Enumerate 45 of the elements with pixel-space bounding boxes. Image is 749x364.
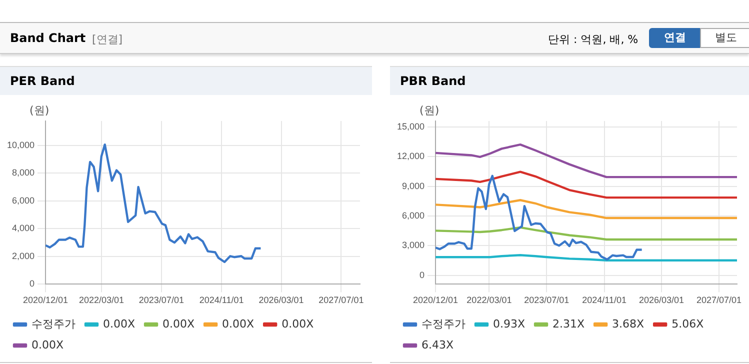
legend-label: 0.00X <box>282 317 314 330</box>
x-tick-label: 2023/07/01 <box>524 295 570 306</box>
x-tick-label: 2020/12/01 <box>23 295 68 306</box>
x-tick-label: 2027/07/01 <box>318 295 364 306</box>
y-tick-label: 4,000 <box>12 223 35 234</box>
y-tick-label: 0 <box>30 278 35 289</box>
x-tick-label: 2024/11/01 <box>199 295 244 306</box>
y-tick-label: 15,000 <box>396 121 425 132</box>
chart-title: PBR Band <box>390 66 749 95</box>
legend-label: 3.68X <box>612 317 645 330</box>
text: Band Chart <box>10 31 86 45</box>
x-tick-label: 2027/07/01 <box>696 295 742 306</box>
x-tick-label: 2024/11/01 <box>582 295 627 306</box>
y-tick-label: 2,000 <box>12 250 35 261</box>
x-tick-label: 2023/07/01 <box>138 295 184 306</box>
y-tick-label: 12,000 <box>396 151 425 162</box>
y-tick-label: 10,000 <box>6 140 35 150</box>
y-axis-title: (원) <box>420 104 440 117</box>
legend-label: 0.00X <box>103 317 136 330</box>
legend-label: 5.06X <box>672 317 704 330</box>
legend-label: 0.93X <box>493 317 526 330</box>
y-tick-label: 0 <box>420 270 425 280</box>
y-tick-label: 8,000 <box>12 168 35 178</box>
x-tick-label: 2026/03/01 <box>638 295 684 306</box>
legend-label: 0.00X <box>222 317 255 330</box>
legend-label: 0.00X <box>32 338 64 352</box>
y-tick-label: 6,000 <box>402 210 425 220</box>
x-tick-label: 2022/03/01 <box>466 295 512 306</box>
y-tick-label: 9,000 <box>402 180 425 191</box>
text: [연결] <box>92 32 123 47</box>
y-axis-title: (원) <box>30 104 50 117</box>
legend-label: 수정주가 <box>32 317 76 330</box>
y-tick-label: 6,000 <box>12 195 35 206</box>
chart-title: PER Band <box>0 66 372 95</box>
legend-label: 0.00X <box>162 317 196 330</box>
x-tick-label: 2020/12/01 <box>413 295 458 306</box>
legend-label: 6.43X <box>422 338 454 352</box>
y-tick-label: 3,000 <box>402 240 425 250</box>
legend-label: 수정주가 <box>422 317 466 330</box>
text: 별도 <box>700 28 749 48</box>
text: 단위 : 억원, 배, % <box>548 32 638 47</box>
x-tick-label: 2026/03/01 <box>258 295 304 306</box>
legend-label: 2.31X <box>552 317 586 330</box>
text: 연결 <box>649 28 701 48</box>
x-tick-label: 2022/03/01 <box>78 295 124 306</box>
